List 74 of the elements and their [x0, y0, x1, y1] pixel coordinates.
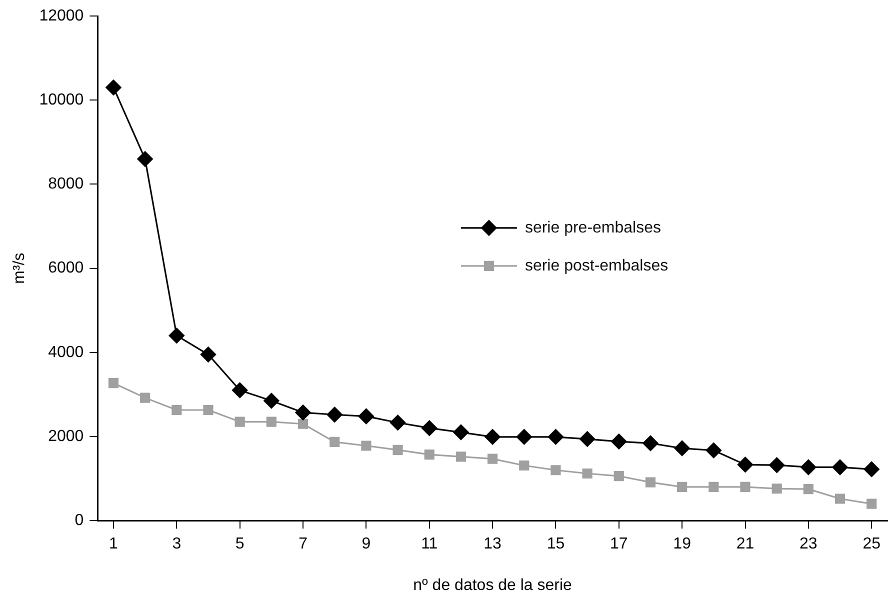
x-axis-title: nº de datos de la serie: [413, 576, 572, 594]
point: [708, 482, 719, 492]
point: [232, 382, 248, 398]
point: [834, 494, 846, 504]
legend-label: serie post-embalses: [524, 257, 668, 274]
point: [330, 436, 340, 448]
point: [264, 392, 280, 409]
point: [706, 442, 722, 458]
point: [390, 414, 406, 430]
point: [772, 484, 782, 494]
point: [832, 459, 848, 475]
point: [550, 465, 561, 476]
x-tick-label: 21: [736, 536, 754, 553]
point: [140, 392, 150, 403]
point: [519, 460, 530, 471]
point: [266, 416, 276, 427]
x-tick-label: 1: [109, 536, 118, 553]
point: [453, 424, 469, 440]
point: [361, 440, 372, 451]
point: [677, 482, 688, 492]
legend-label: serie pre-embalses: [524, 219, 662, 236]
point: [803, 484, 814, 494]
point: [108, 378, 119, 388]
x-tick-label: 3: [172, 536, 182, 553]
point: [582, 468, 592, 479]
x-tick-label: 19: [673, 536, 692, 553]
point: [298, 418, 308, 429]
point: [234, 416, 245, 427]
x-tick-label: 17: [610, 536, 628, 553]
point: [424, 450, 434, 460]
x-tick-label: 5: [235, 536, 244, 553]
point: [611, 434, 627, 450]
x-tick-label: 25: [862, 536, 881, 553]
point: [172, 404, 182, 416]
y-axis-title: m³/s: [11, 252, 28, 284]
point: [642, 435, 658, 452]
point: [674, 440, 690, 456]
y-tick-label: 10000: [39, 92, 84, 109]
point: [516, 429, 532, 445]
point: [740, 482, 750, 492]
point: [800, 459, 816, 475]
point: [203, 404, 214, 416]
point: [548, 429, 564, 445]
point: [422, 420, 438, 436]
point: [484, 429, 500, 445]
y-tick-label: 4000: [48, 344, 84, 361]
point: [456, 452, 466, 462]
point: [488, 454, 498, 464]
point: [200, 346, 216, 362]
x-tick-label: 9: [362, 536, 371, 553]
point: [866, 498, 877, 509]
point: [769, 457, 785, 473]
point: [580, 431, 596, 447]
point: [137, 151, 153, 167]
point: [392, 444, 403, 455]
y-tick-label: 0: [74, 512, 84, 530]
y-tick-label: 2000: [48, 428, 84, 445]
y-tick-label: 6000: [48, 260, 84, 277]
point: [326, 406, 342, 422]
x-tick-label: 11: [421, 536, 438, 553]
x-tick-label: 13: [484, 536, 502, 553]
point: [295, 404, 311, 420]
point: [106, 80, 122, 96]
point: [737, 456, 754, 472]
point: [614, 470, 624, 482]
point: [645, 477, 656, 488]
point: [864, 462, 880, 478]
x-tick-label: 7: [298, 536, 308, 553]
x-tick-label: 23: [800, 536, 818, 553]
y-tick-label: 12000: [39, 7, 84, 24]
point: [168, 328, 184, 344]
point: [358, 408, 374, 424]
x-tick-label: 15: [546, 536, 565, 553]
y-tick-label: 8000: [48, 176, 84, 193]
